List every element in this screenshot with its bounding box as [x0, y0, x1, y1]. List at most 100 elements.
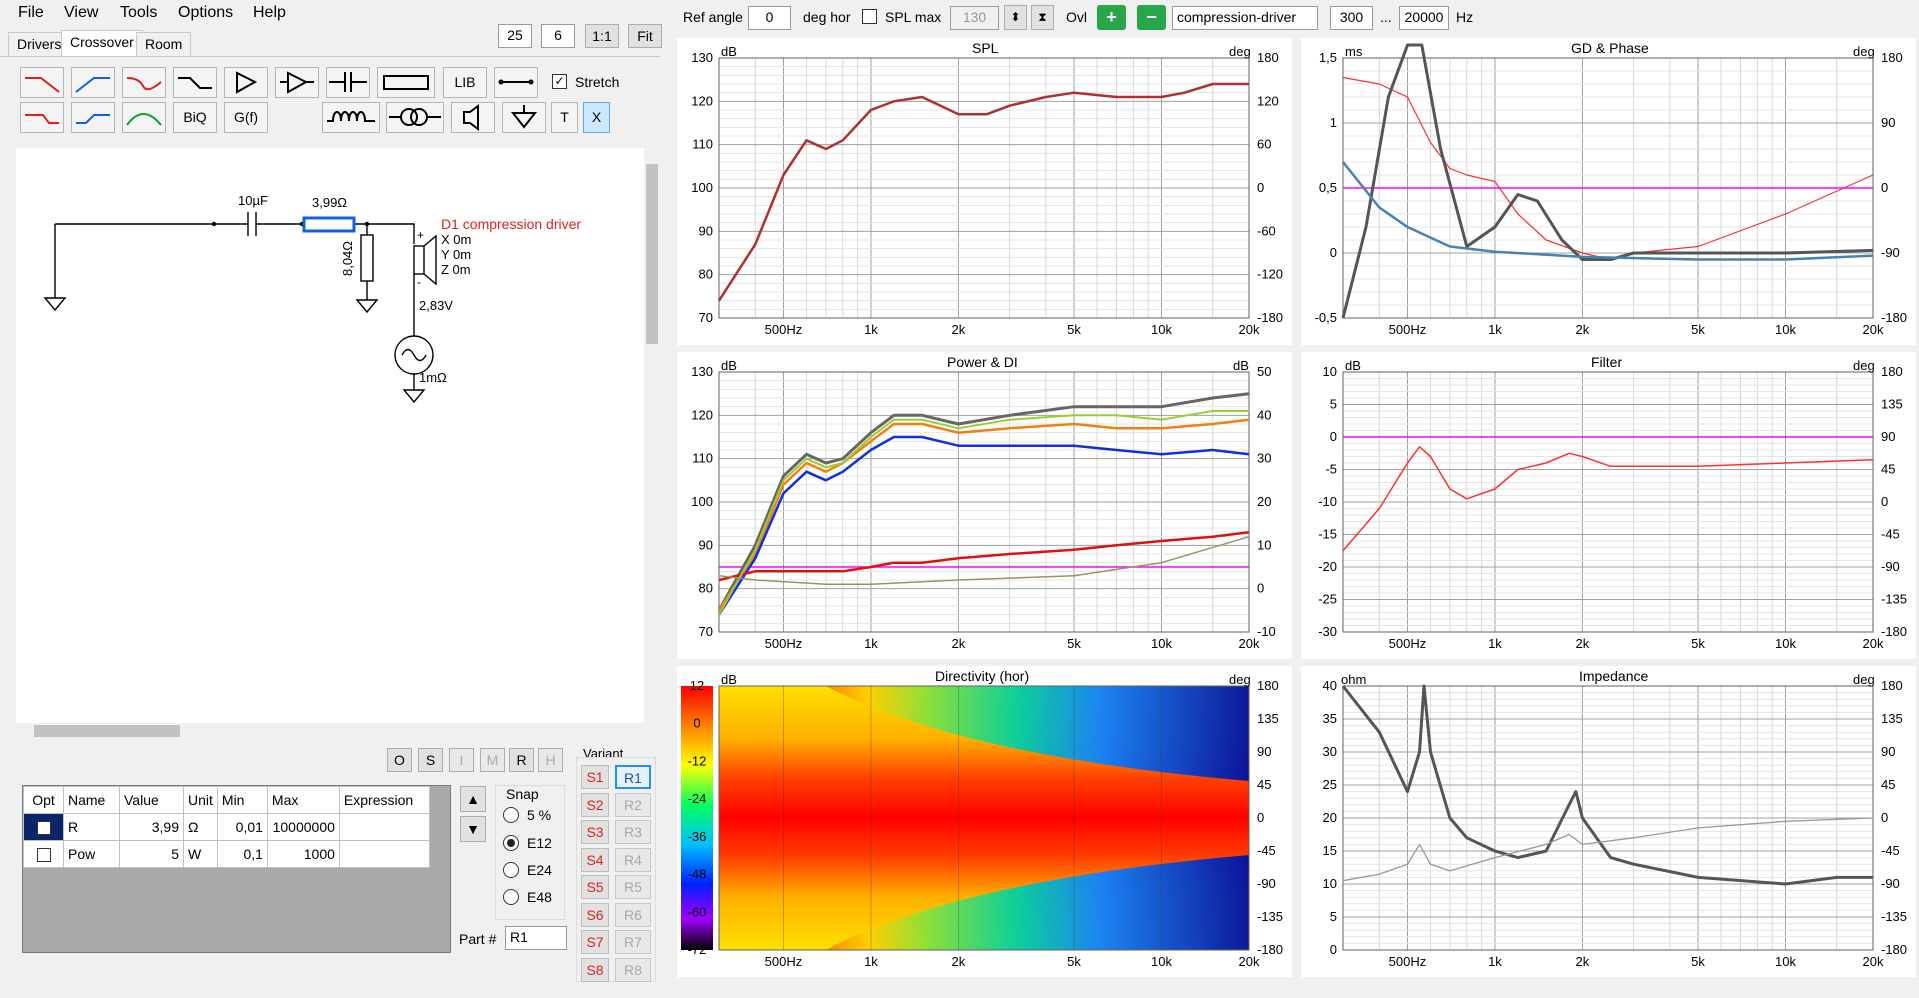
- snap-5pct-radio[interactable]: [503, 807, 519, 823]
- highpass2-tool[interactable]: [71, 102, 115, 133]
- variant-s1-button[interactable]: S1: [581, 765, 609, 789]
- power-di-panel[interactable]: 130 120 110 100 90 80 70 50 40 30 20 10 0 -10 500Hz 1k 2…: [677, 352, 1292, 659]
- row-min[interactable]: 0,1: [216, 840, 268, 868]
- value-field-1[interactable]: 25: [498, 24, 532, 48]
- variant-r6-button[interactable]: R6: [615, 903, 651, 927]
- i-button[interactable]: I: [449, 748, 474, 772]
- variant-s3-button[interactable]: S3: [581, 820, 609, 844]
- row-expression[interactable]: [338, 840, 430, 868]
- inductor-tool[interactable]: [322, 102, 380, 133]
- menu-view[interactable]: View: [64, 4, 99, 21]
- variant-s4-button[interactable]: S4: [581, 848, 609, 872]
- gd-phase-chart[interactable]: 1,5 1 0,5 0 -0,5 180 90 0 -90 -180 500Hz 1k 2k 5k 10k 2…: [1301, 38, 1916, 345]
- shelf-tool[interactable]: [173, 67, 217, 98]
- filter-panel[interactable]: 10 5 0 -5 -10 -15 -20 -25 -30 180 135 90 45 0 -45 -90 -1…: [1301, 352, 1916, 659]
- ref-angle-field[interactable]: 0: [748, 6, 791, 30]
- stretch-checkbox[interactable]: ✓: [552, 74, 567, 89]
- table-row[interactable]: R 3,99 Ω 0,01 10000000: [23, 813, 430, 841]
- variant-r8-button[interactable]: R8: [615, 958, 651, 982]
- ground-tool[interactable]: [502, 102, 546, 133]
- bandpass-tool[interactable]: [122, 102, 166, 133]
- directivity-panel[interactable]: 12 0 -12 -24 -36 -48 -60 -72 180 135 90 45 0 -45 -90 -1…: [677, 666, 1292, 977]
- highpass-tool[interactable]: [71, 67, 115, 98]
- row-max[interactable]: 10000000: [266, 813, 340, 841]
- filter-chart[interactable]: 10 5 0 -5 -10 -15 -20 -25 -30 180 135 90 45 0 -45 -90 -1…: [1301, 352, 1916, 659]
- variant-s7-button[interactable]: S7: [581, 930, 609, 954]
- amplifier-icon[interactable]: [224, 67, 268, 98]
- expand-button[interactable]: ⧗: [1031, 5, 1054, 30]
- fit-button[interactable]: Fit: [628, 24, 662, 48]
- tab-room[interactable]: Room: [136, 32, 192, 56]
- variant-s8-button[interactable]: S8: [581, 958, 609, 982]
- s-button[interactable]: S: [418, 748, 443, 772]
- wire-tool[interactable]: [494, 67, 538, 98]
- variant-r1-button[interactable]: R1: [615, 765, 651, 789]
- gd-phase-panel[interactable]: 1,5 1 0,5 0 -0,5 180 90 0 -90 -180 500Hz 1k 2k 5k 10k 2…: [1301, 38, 1916, 345]
- resistor-tool[interactable]: [377, 67, 435, 98]
- row-value[interactable]: 5: [119, 840, 184, 868]
- lowpass2-tool[interactable]: [20, 102, 64, 133]
- menu-options[interactable]: Options: [178, 4, 234, 21]
- variant-r5-button[interactable]: R5: [615, 875, 651, 899]
- remove-overlay-button[interactable]: −: [1137, 5, 1166, 30]
- part-number-field[interactable]: R1: [505, 926, 567, 950]
- variant-s6-button[interactable]: S6: [581, 903, 609, 927]
- spl-chart[interactable]: 130 120 110 100 90 80 70 180 120 60 0 -60 -120 -180 50…: [677, 38, 1292, 345]
- vertical-scroll-thumb[interactable]: [646, 164, 658, 344]
- o-button[interactable]: O: [387, 748, 412, 772]
- row-max[interactable]: 1000: [266, 840, 340, 868]
- schematic-canvas[interactable]: 10µF 3,99Ω 8,04Ω D1 compression driver X…: [16, 148, 644, 723]
- transfer-function-button[interactable]: G(f): [224, 102, 268, 133]
- r-button[interactable]: R: [509, 748, 534, 772]
- row-value[interactable]: 3,99: [119, 813, 184, 841]
- freq-low-field[interactable]: 300: [1330, 6, 1373, 30]
- spin-updown-button[interactable]: ⬍: [1004, 5, 1027, 30]
- transformer-tool[interactable]: [386, 102, 444, 133]
- snap-e24-radio[interactable]: [503, 862, 519, 878]
- value-field-2[interactable]: 6: [541, 24, 575, 48]
- menu-tools[interactable]: Tools: [120, 4, 158, 21]
- variant-s2-button[interactable]: S2: [581, 793, 609, 817]
- table-row[interactable]: Pow 5 W 0,1 1000: [23, 840, 430, 868]
- opt-checkbox[interactable]: [36, 848, 51, 863]
- menu-help[interactable]: Help: [253, 4, 286, 21]
- spl-max-checkbox[interactable]: [862, 9, 877, 24]
- snap-e48-radio[interactable]: [503, 889, 519, 905]
- row-min[interactable]: 0,01: [216, 813, 268, 841]
- driver-name[interactable]: D1 compression driver: [441, 216, 582, 232]
- add-overlay-button[interactable]: +: [1097, 5, 1126, 30]
- property-grid[interactable]: Opt Name Value Unit Min Max Expression R…: [22, 785, 451, 953]
- directivity-chart[interactable]: 12 0 -12 -24 -36 -48 -60 -72 180 135 90 45 0 -45 -90 -1…: [677, 666, 1292, 977]
- menu-file[interactable]: File: [18, 4, 44, 21]
- variant-s5-button[interactable]: S5: [581, 875, 609, 899]
- opt-checkbox-cell[interactable]: [23, 813, 64, 841]
- variant-r4-button[interactable]: R4: [615, 848, 651, 872]
- horizontal-scroll-thumb[interactable]: [34, 725, 180, 737]
- h-button[interactable]: H: [538, 748, 563, 772]
- vertical-scrollbar[interactable]: [644, 148, 660, 723]
- variant-r2-button[interactable]: R2: [615, 793, 651, 817]
- lib-button[interactable]: LIB: [443, 67, 487, 98]
- spl-panel[interactable]: 130 120 110 100 90 80 70 180 120 60 0 -60 -120 -180 50…: [677, 38, 1292, 345]
- freq-high-field[interactable]: 20000: [1399, 6, 1449, 30]
- row-expression[interactable]: [338, 813, 430, 841]
- opt-checkbox[interactable]: [36, 821, 51, 836]
- spl-max-field[interactable]: 130: [950, 6, 999, 30]
- move-down-button[interactable]: ▼: [460, 816, 486, 842]
- ratio-button[interactable]: 1:1: [585, 24, 619, 48]
- speaker-icon[interactable]: [451, 102, 495, 133]
- move-up-button[interactable]: ▲: [460, 786, 486, 812]
- row-name[interactable]: R: [63, 813, 120, 841]
- tab-drivers[interactable]: Drivers: [8, 32, 71, 56]
- m-button[interactable]: M: [480, 748, 505, 772]
- snap-e12-radio[interactable]: [503, 835, 519, 851]
- impedance-panel[interactable]: 40 35 30 25 20 15 10 5 0 180 135 90 45 0 -45 -90 -135 -18…: [1301, 666, 1916, 977]
- tab-crossover[interactable]: Crossover: [61, 30, 143, 57]
- opt-checkbox-cell[interactable]: [23, 840, 64, 868]
- buffer-amp-icon[interactable]: [275, 67, 319, 98]
- horizontal-scrollbar[interactable]: [16, 723, 644, 739]
- impedance-chart[interactable]: 40 35 30 25 20 15 10 5 0 180 135 90 45 0 -45 -90 -135 -18…: [1301, 666, 1916, 977]
- biquad-button[interactable]: BiQ: [173, 102, 217, 133]
- variant-r7-button[interactable]: R7: [615, 930, 651, 954]
